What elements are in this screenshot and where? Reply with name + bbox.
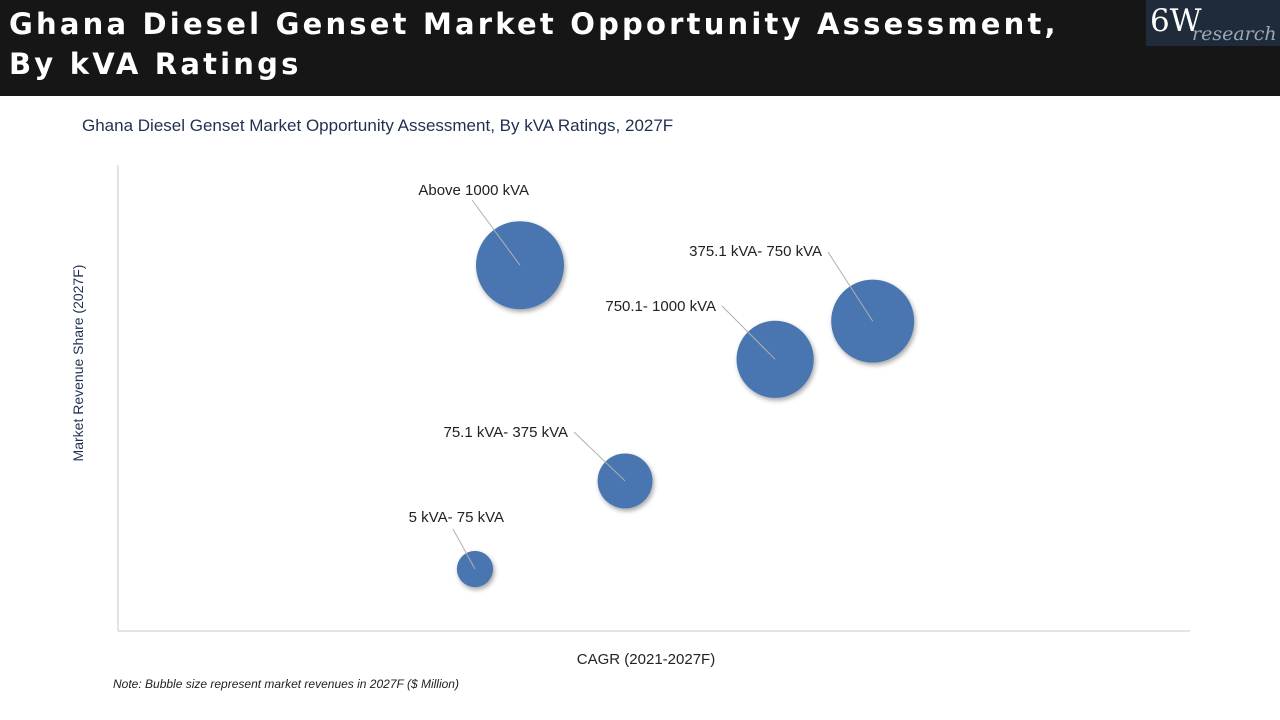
bubble-label-5-kva-75-kva: 5 kVA- 75 kVA (409, 509, 504, 526)
bubble-label-750-1-1000-kva: 750.1- 1000 kVA (605, 298, 716, 315)
leader-line-75-1-kva-375-kva (573, 431, 626, 482)
page-title: Ghana Diesel Genset Market Opportunity A… (9, 7, 1059, 81)
leader-line-above-1000-kva (471, 199, 521, 266)
leader-line-5-kva-75-kva (452, 528, 476, 570)
header-banner: Ghana Diesel Genset Market Opportunity A… (0, 0, 1280, 96)
chart-note: Note: Bubble size represent market reven… (113, 677, 459, 691)
logo-sub-text: research (1192, 23, 1277, 45)
bubble-label-above-1000-kva: Above 1000 kVA (418, 182, 529, 199)
brand-logo: 6W research (1146, 0, 1280, 46)
bubble-label-375-1-kva-750-kva: 375.1 kVA- 750 kVA (689, 243, 822, 260)
y-axis-label: Market Revenue Share (2027F) (70, 264, 86, 462)
logo-main-text: 6W (1150, 3, 1202, 39)
bubble-layer: Above 1000 kVA 375.1 kVA- 750 kVA 750.1- 1… (409, 182, 915, 588)
chart-title: Ghana Diesel Genset Market Opportunity A… (82, 116, 674, 135)
leader-line-750-1-1000-kva (721, 305, 776, 360)
leader-line-375-1-kva-750-kva (827, 251, 874, 322)
x-axis-label: CAGR (2021-2027F) (576, 651, 716, 668)
bubble-label-75-1-kva-375-kva: 75.1 kVA- 375 kVA (443, 424, 568, 441)
